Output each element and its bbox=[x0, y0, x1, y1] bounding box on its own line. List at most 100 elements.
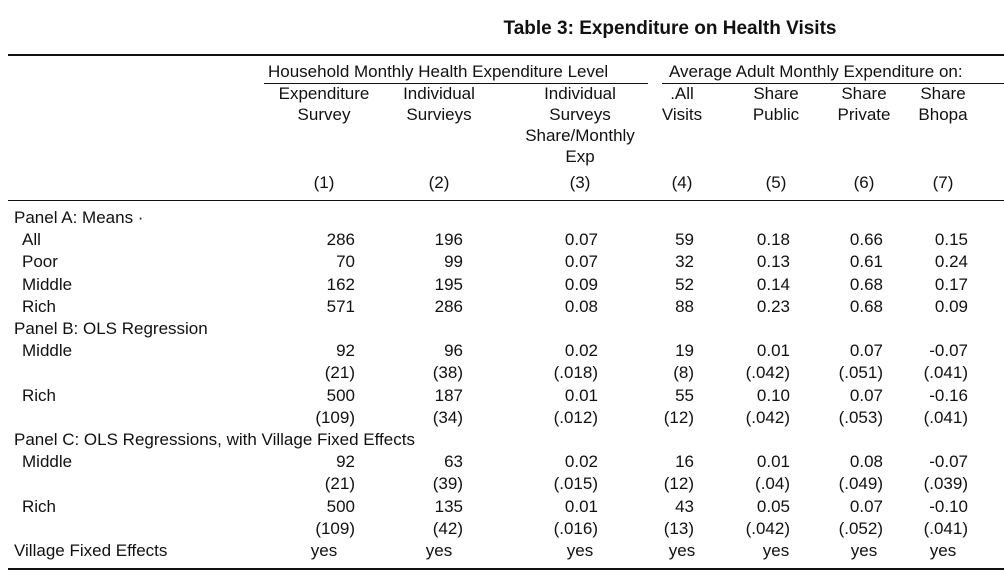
table-cell: 0.07 bbox=[849, 385, 883, 405]
column-number-2: (2) bbox=[428, 173, 450, 192]
table-cell: yes bbox=[668, 541, 696, 560]
column-header-5-line-1: Share bbox=[753, 84, 799, 103]
table-cell: yes bbox=[929, 541, 957, 560]
standard-error-cell: (.049) bbox=[838, 474, 883, 494]
column-header-3-line-1: Individual bbox=[544, 84, 616, 103]
standard-error-cell: (12) bbox=[663, 474, 694, 494]
bottom-rule bbox=[8, 568, 1004, 570]
table-cell: 571 bbox=[326, 296, 355, 316]
table-cell: 0.01 bbox=[564, 385, 598, 405]
table-cell: 0.07 bbox=[849, 496, 883, 516]
table-cell: 0.08 bbox=[564, 296, 598, 316]
table-cell: yes bbox=[425, 541, 453, 560]
table-cell: 55 bbox=[675, 385, 694, 405]
table-cell: 135 bbox=[434, 496, 463, 516]
standard-error-cell: (.012) bbox=[553, 407, 598, 427]
table-cell: 0.13 bbox=[756, 252, 790, 272]
table-cell: yes bbox=[850, 541, 878, 560]
table-cell: 0.23 bbox=[756, 296, 790, 316]
standard-error-cell: (38) bbox=[432, 363, 463, 383]
table-cell: 59 bbox=[675, 230, 694, 250]
column-header-3-line-3: Share/Monthly bbox=[525, 126, 635, 145]
standard-error-cell: (21) bbox=[324, 474, 355, 494]
standard-error-cell: (.04) bbox=[755, 474, 790, 494]
column-header-5-line-2: Public bbox=[752, 105, 800, 124]
group-underline-adult bbox=[662, 83, 1004, 84]
table-cell: 96 bbox=[444, 341, 463, 361]
group-underline-household bbox=[264, 83, 648, 84]
panel-heading: Panel C: OLS Regressions, with Village F… bbox=[14, 430, 415, 449]
column-number-4: (4) bbox=[671, 173, 693, 192]
table-cell: 195 bbox=[434, 274, 463, 294]
column-header-4-line-1: .All bbox=[670, 84, 694, 103]
standard-error-cell: (.051) bbox=[838, 363, 883, 383]
table-cell: 0.07 bbox=[564, 252, 598, 272]
column-header-6-line-2: Private bbox=[837, 105, 891, 124]
column-header-7-line-2: Bhopa bbox=[918, 105, 968, 124]
column-header-3-line-4: Exp bbox=[565, 147, 595, 166]
standard-error-cell: (.041) bbox=[923, 407, 968, 427]
row-label: Middle bbox=[22, 452, 73, 472]
table-cell: 0.01 bbox=[564, 496, 598, 516]
table-cell: 0.08 bbox=[849, 452, 883, 472]
table-cell: 187 bbox=[434, 385, 463, 405]
table-cell: yes bbox=[762, 541, 790, 560]
table-cell: 0.05 bbox=[756, 496, 790, 516]
table-title: Table 3: Expenditure on Health Visits bbox=[503, 18, 837, 39]
table-cell: -0.07 bbox=[929, 452, 968, 472]
standard-error-cell: (42) bbox=[432, 518, 463, 538]
table-cell: 92 bbox=[336, 452, 355, 472]
table-cell: 286 bbox=[326, 230, 355, 250]
table-cell: 0.61 bbox=[849, 252, 883, 272]
standard-error-cell: (13) bbox=[663, 518, 694, 538]
row-label: Rich bbox=[22, 496, 57, 516]
row-label: Middle bbox=[22, 274, 73, 294]
table-cell: -0.10 bbox=[929, 496, 968, 516]
header-bottom-rule bbox=[8, 200, 1004, 201]
table-cell: 0.02 bbox=[564, 341, 598, 361]
table-cell: 0.09 bbox=[934, 296, 968, 316]
table-cell: 16 bbox=[675, 452, 694, 472]
group-header-adult: Average Adult Monthly Expenditure on: bbox=[669, 62, 963, 81]
table-cell: 70 bbox=[336, 252, 355, 272]
table-cell: 0.02 bbox=[564, 452, 598, 472]
standard-error-cell: (.039) bbox=[923, 474, 968, 494]
column-number-3: (3) bbox=[569, 173, 591, 192]
table-cell: 0.17 bbox=[934, 274, 968, 294]
table-cell: 0.66 bbox=[849, 230, 883, 250]
standard-error-cell: (.053) bbox=[838, 407, 883, 427]
table-cell: 162 bbox=[326, 274, 355, 294]
table-cell: 0.68 bbox=[849, 296, 883, 316]
standard-error-cell: (109) bbox=[315, 407, 355, 427]
table-cell: 0.09 bbox=[564, 274, 598, 294]
standard-error-cell: (39) bbox=[432, 474, 463, 494]
column-number-5: (5) bbox=[765, 173, 787, 192]
table-cell: yes bbox=[566, 541, 594, 560]
table-cell: 88 bbox=[675, 296, 694, 316]
table-cell: 286 bbox=[434, 296, 463, 316]
column-header-1-line-2: Survey bbox=[297, 105, 351, 124]
table-cell: 0.14 bbox=[756, 274, 790, 294]
standard-error-cell: (.042) bbox=[745, 363, 790, 383]
table-cell: 43 bbox=[675, 496, 694, 516]
column-number-6: (6) bbox=[853, 173, 875, 192]
table-cell: 0.18 bbox=[756, 230, 790, 250]
standard-error-cell: (.041) bbox=[923, 518, 968, 538]
standard-error-cell: (.041) bbox=[923, 363, 968, 383]
standard-error-cell: (8) bbox=[673, 363, 694, 383]
table-cell: 0.24 bbox=[934, 252, 968, 272]
standard-error-cell: (109) bbox=[315, 518, 355, 538]
row-label: Poor bbox=[22, 252, 58, 272]
column-header-4-line-2: Visits bbox=[661, 105, 703, 124]
table-cell: 500 bbox=[326, 496, 355, 516]
table-cell: -0.07 bbox=[929, 341, 968, 361]
standard-error-cell: (.016) bbox=[553, 518, 598, 538]
panel-heading: Panel B: OLS Regression bbox=[14, 319, 208, 338]
column-header-1-line-1: Expenditure bbox=[278, 84, 370, 103]
standard-error-cell: (.052) bbox=[838, 518, 883, 538]
table-cell: 0.15 bbox=[934, 230, 968, 250]
column-header-2-line-1: Individual bbox=[403, 84, 475, 103]
group-header-household: Household Monthly Health Expenditure Lev… bbox=[268, 62, 609, 81]
panel-heading: Panel A: Means · bbox=[14, 208, 144, 227]
